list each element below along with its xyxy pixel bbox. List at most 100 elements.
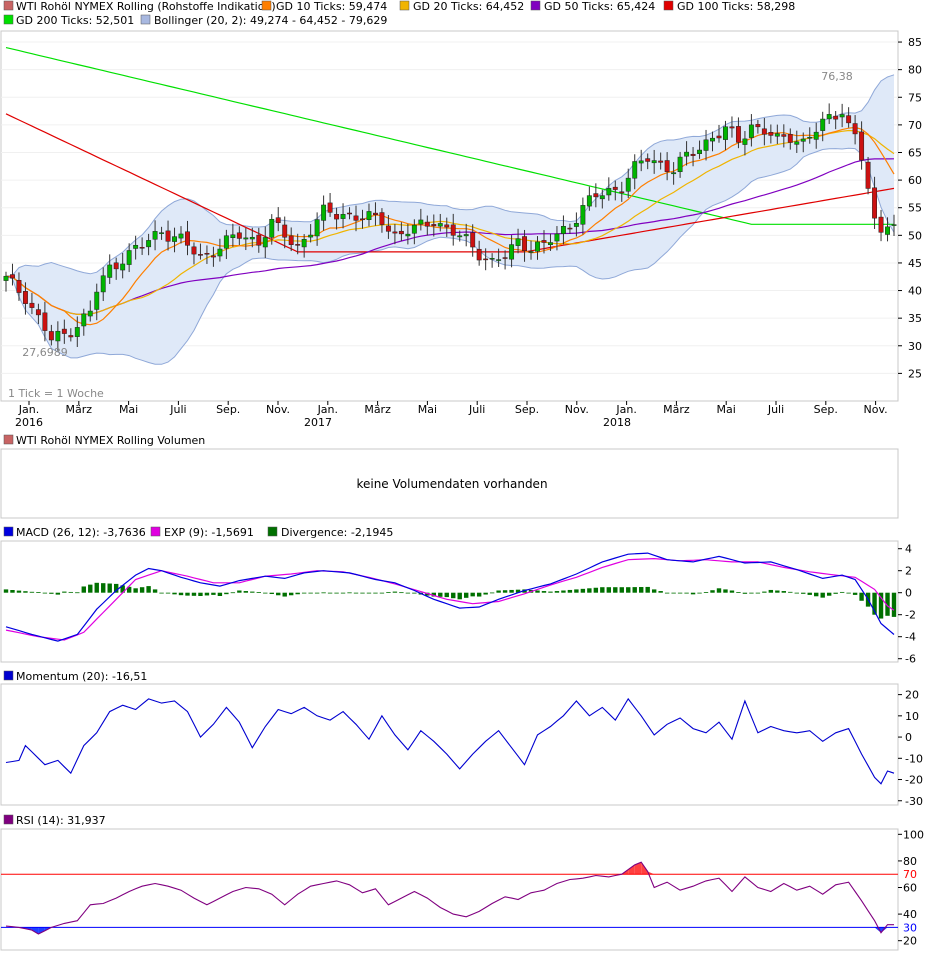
- divergence-bar: [567, 589, 573, 593]
- divergence-bar: [749, 592, 754, 594]
- candle: [314, 219, 320, 237]
- divergence-bar: [224, 592, 229, 595]
- divergence-bar: [801, 592, 806, 594]
- divergence-bar: [237, 590, 242, 593]
- divergence-bar: [736, 592, 741, 593]
- divergence-bar: [548, 591, 553, 593]
- rsi-overbought-fill: [634, 862, 642, 875]
- candle: [366, 211, 372, 220]
- bollinger-lower-line: [5, 147, 895, 365]
- divergence-bar: [859, 592, 864, 601]
- candle: [606, 188, 612, 196]
- candle: [580, 205, 586, 225]
- price-y-tick-label: 60: [908, 174, 922, 187]
- candle: [599, 195, 605, 200]
- candle: [677, 156, 683, 172]
- price-y-tick-label: 35: [908, 312, 922, 325]
- candle: [625, 177, 631, 192]
- divergence-bar: [288, 592, 294, 596]
- divergence-bar: [619, 587, 624, 593]
- candle: [813, 131, 819, 140]
- candle: [55, 330, 61, 342]
- price-y-tick-label: 65: [908, 146, 922, 159]
- divergence-bar: [671, 592, 676, 594]
- candle: [256, 234, 262, 246]
- price-y-tick-label: 25: [908, 367, 922, 380]
- divergence-bar: [755, 592, 761, 594]
- divergence-bar: [146, 586, 151, 593]
- divergence-bar: [496, 590, 501, 593]
- price-y-tick-label: 70: [908, 119, 922, 132]
- price-panel: WTI Rohöl NYMEX Rolling (Rohstoffe Indik…: [0, 0, 922, 429]
- legend-gd50: GD 50 Ticks: 65,424: [544, 0, 655, 13]
- divergence-bar: [282, 592, 287, 597]
- candle: [236, 232, 242, 239]
- divergence-bar: [464, 592, 469, 598]
- candle: [476, 248, 482, 261]
- candle: [541, 240, 547, 243]
- rsi-plot: [1, 861, 898, 935]
- candle: [800, 138, 806, 142]
- divergence-bar: [535, 590, 540, 593]
- divergence-bar: [723, 589, 728, 593]
- momentum-y-axis: 20 10 0 -10 -20 -30: [898, 689, 923, 808]
- rsi-70-label: 70: [903, 868, 917, 881]
- candle: [548, 242, 553, 245]
- divergence-bar: [269, 592, 274, 594]
- momentum-y-tick-label: -20: [905, 774, 923, 787]
- divergence-bar: [42, 592, 48, 594]
- rsi-y-tick-label: 60: [903, 882, 917, 895]
- divergence-bar: [613, 587, 618, 593]
- no-volume-message: keine Volumendaten vorhanden: [356, 477, 547, 491]
- divergence-bar: [204, 592, 210, 596]
- candle: [632, 161, 638, 179]
- candle: [742, 138, 748, 145]
- volume-legend: WTI Rohöl NYMEX Rolling Volumen: [16, 434, 205, 447]
- price-y-axis: 85 80 75 70 65 60 55 50 45 40 35 30 25: [898, 36, 922, 380]
- candle: [334, 214, 340, 220]
- rsi-panel: RSI (14): 31,937 100 80 60 40 20 70 30: [0, 814, 924, 951]
- divergence-bar: [340, 592, 346, 594]
- x-month-label: März: [364, 403, 391, 416]
- gd20-line: [5, 129, 895, 315]
- divergence-bar: [593, 587, 599, 593]
- candle: [450, 224, 456, 236]
- candle: [522, 236, 527, 251]
- candle: [385, 225, 391, 232]
- candle: [178, 233, 184, 239]
- candle: [353, 215, 359, 221]
- x-month-label: März: [66, 403, 93, 416]
- candle: [172, 236, 177, 242]
- x-month-label: Nov.: [565, 403, 589, 416]
- candle: [839, 114, 845, 118]
- divergence-bar: [664, 592, 670, 594]
- legend-gd10: GD 10 Ticks: 59,474: [276, 0, 387, 13]
- divergence-bar: [807, 592, 812, 595]
- divergence-bar: [308, 592, 313, 594]
- macd-panel: MACD (26, 12): -3,7636 EXP (9): -1,5691 …: [0, 526, 916, 666]
- candle: [22, 291, 28, 304]
- divergence-bar: [431, 592, 436, 597]
- divergence-bar: [165, 592, 171, 594]
- divergence-bar: [353, 592, 359, 594]
- candle: [535, 241, 540, 252]
- divergence-bar: [885, 592, 890, 616]
- divergence-bar: [126, 586, 132, 593]
- candle: [94, 291, 100, 310]
- candle: [217, 248, 223, 257]
- candle: [431, 224, 437, 227]
- divergence-bar: [334, 592, 339, 594]
- candle: [321, 204, 327, 221]
- momentum-panel: Momentum (20): -16,51 20 10 0 -10 -20 -30: [0, 670, 923, 808]
- candle: [275, 217, 281, 224]
- price-plot: 76,38 27,6989: [1, 41, 898, 374]
- divergence-bar: [379, 592, 385, 594]
- candle: [295, 244, 301, 246]
- divergence-bar: [814, 592, 819, 597]
- x-month-label: Sep.: [216, 403, 240, 416]
- candle: [768, 132, 774, 136]
- rsi-y-tick-label: 20: [903, 935, 917, 948]
- divergence-bar: [794, 592, 799, 594]
- candle: [645, 158, 651, 162]
- candle: [269, 218, 275, 238]
